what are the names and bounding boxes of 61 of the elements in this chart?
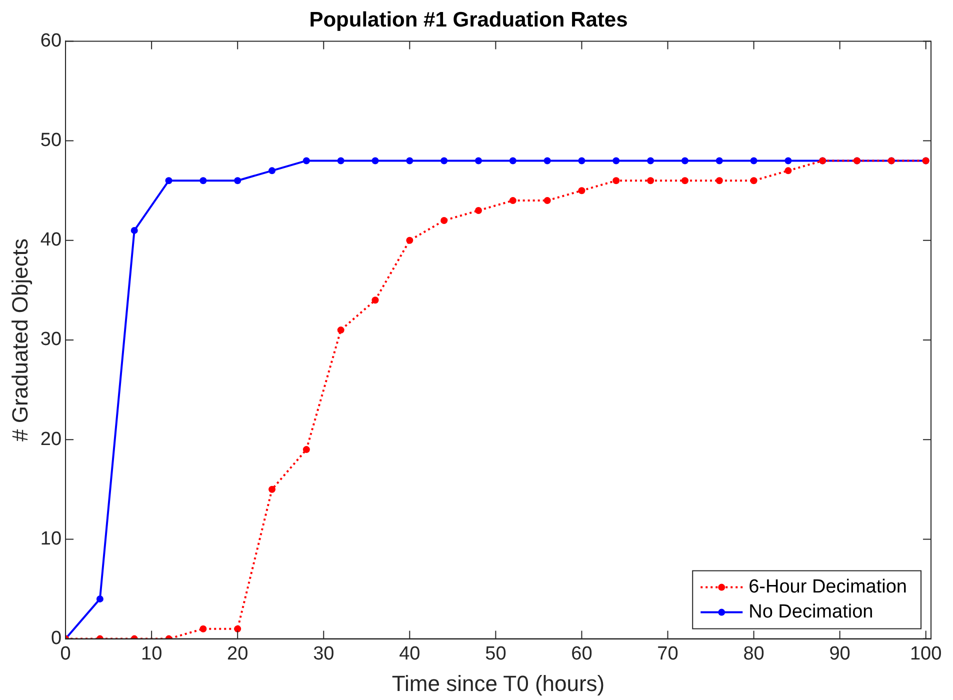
- y-tick-label: 10: [40, 528, 62, 550]
- x-tick-label: 50: [485, 643, 506, 664]
- point: [784, 167, 792, 174]
- y-tick-label: 30: [40, 329, 62, 350]
- point: [406, 157, 414, 164]
- point: [681, 177, 688, 184]
- point: [716, 177, 723, 184]
- point: [612, 177, 620, 184]
- point: [268, 167, 276, 174]
- x-tick-label: 70: [657, 643, 678, 664]
- point: [268, 486, 276, 493]
- x-tick-label: 40: [399, 643, 420, 664]
- y-tick-label: 20: [40, 428, 62, 450]
- y-tick-label: 60: [40, 30, 62, 52]
- point: [302, 157, 310, 164]
- point: [716, 157, 723, 164]
- x-tick-label: 100: [910, 643, 942, 664]
- point: [440, 157, 448, 164]
- point: [337, 157, 344, 164]
- point: [544, 157, 551, 164]
- y-tick-label: 40: [40, 230, 62, 251]
- point: [578, 187, 586, 194]
- point: [200, 177, 207, 184]
- point: [474, 157, 482, 164]
- legend-label: No Decimation: [748, 602, 874, 623]
- x-tick-label: 10: [140, 643, 162, 664]
- x-tick-label: 60: [571, 643, 592, 664]
- point: [337, 326, 344, 334]
- point: [165, 177, 172, 184]
- point: [647, 157, 654, 164]
- point: [578, 157, 586, 164]
- point: [440, 216, 448, 224]
- x-axis-title: Time since T0 (hours): [392, 670, 605, 696]
- point: [96, 595, 104, 602]
- point: [234, 177, 242, 184]
- x-tick-label: 20: [227, 643, 248, 664]
- point: [372, 157, 379, 164]
- point: [544, 197, 551, 204]
- legend-label: 6-Hour Decimation: [748, 576, 908, 598]
- point: [200, 625, 207, 632]
- chart-title: Population #1 Graduation Rates: [309, 8, 628, 32]
- point: [509, 197, 516, 204]
- x-tick-label: 90: [829, 643, 850, 664]
- point: [612, 157, 620, 164]
- point: [474, 207, 482, 214]
- point: [372, 296, 379, 304]
- point: [234, 625, 242, 632]
- point: [750, 177, 758, 184]
- y-axis-title: # Graduated Objects: [7, 238, 32, 442]
- y-tick-label: 50: [40, 130, 62, 152]
- point: [509, 157, 516, 164]
- point: [750, 157, 758, 164]
- point: [681, 157, 688, 164]
- point: [302, 446, 310, 454]
- point: [406, 236, 414, 244]
- point: [784, 157, 792, 164]
- point: [647, 177, 654, 184]
- point: [130, 226, 138, 234]
- y-tick-label: 0: [50, 628, 62, 650]
- x-tick-label: 80: [743, 643, 764, 664]
- x-tick-label: 30: [313, 643, 334, 664]
